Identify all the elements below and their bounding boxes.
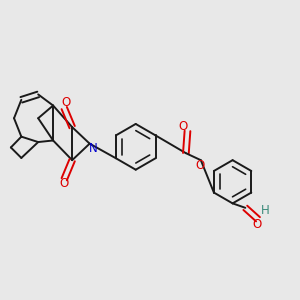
Text: O: O: [253, 218, 262, 232]
Text: O: O: [61, 97, 70, 110]
Text: H: H: [261, 205, 269, 218]
Text: N: N: [89, 142, 98, 154]
Text: O: O: [196, 159, 205, 172]
Text: O: O: [179, 120, 188, 133]
Text: O: O: [60, 178, 69, 190]
